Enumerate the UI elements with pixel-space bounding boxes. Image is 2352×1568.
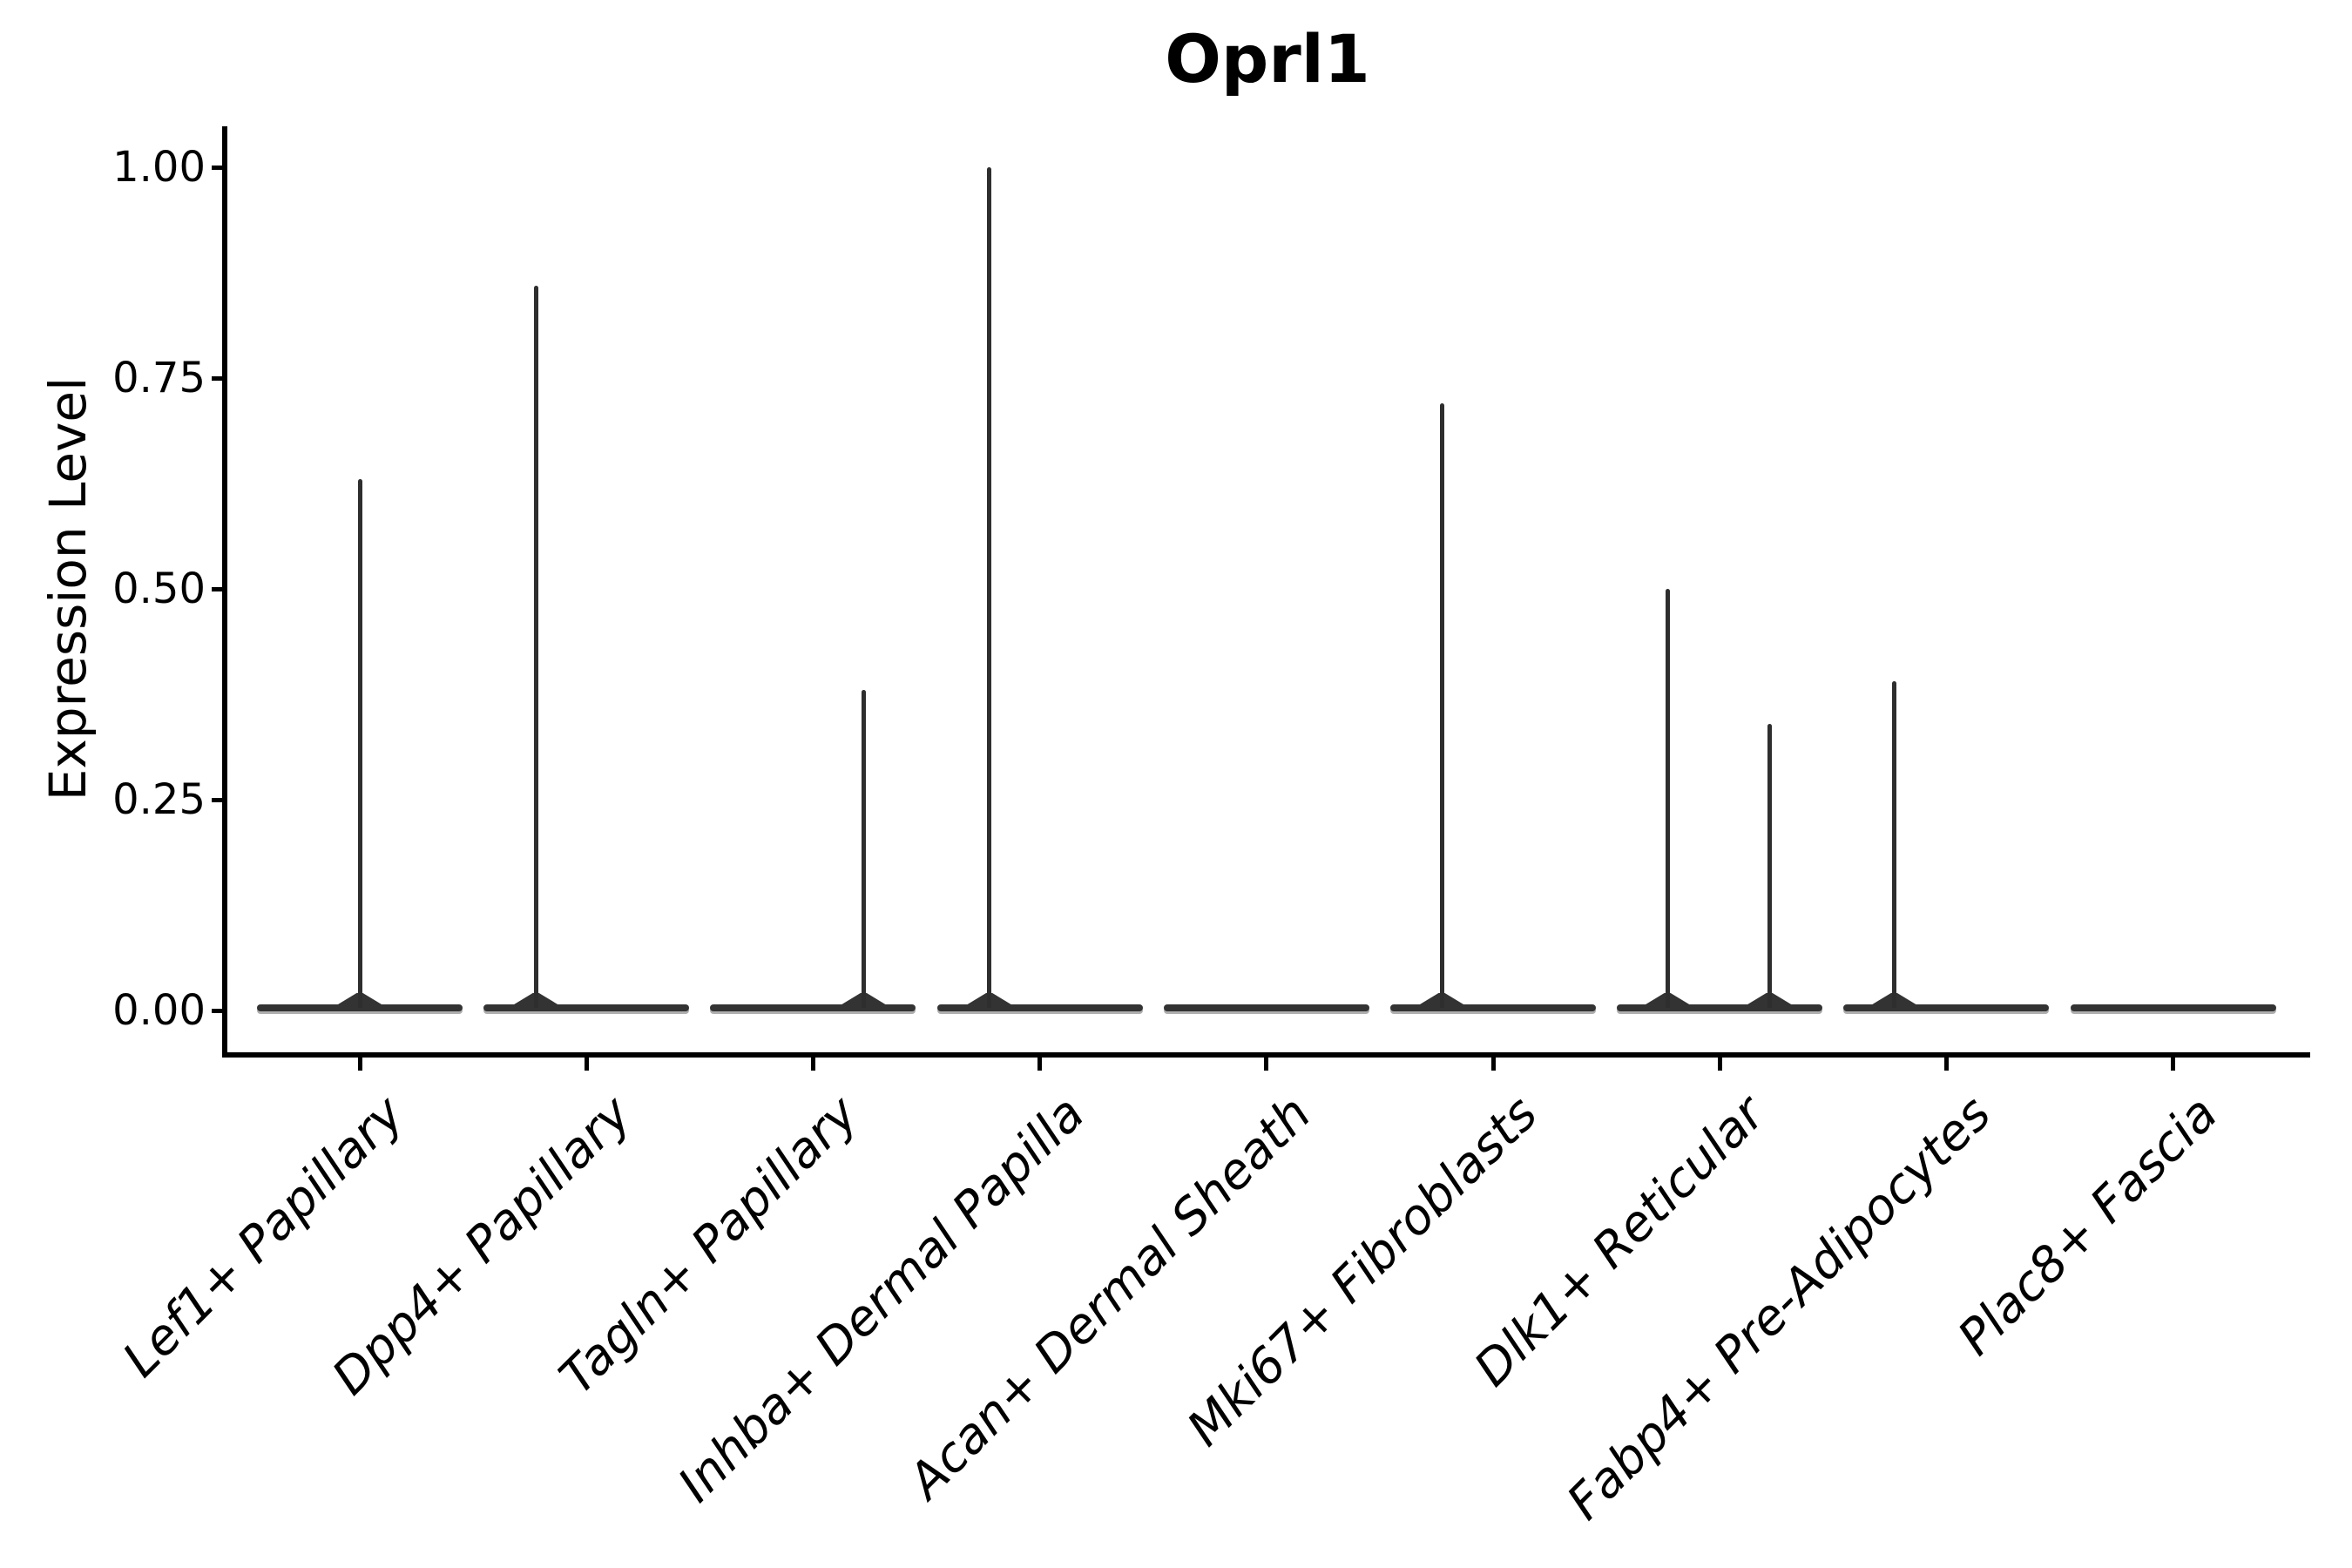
x-tick — [2171, 1058, 2176, 1071]
y-tick-label: 0.50 — [112, 564, 206, 613]
violin-spike — [861, 690, 866, 1008]
y-tick-label: 0.75 — [112, 354, 206, 402]
x-tick — [810, 1058, 815, 1071]
violin-spike — [1665, 589, 1670, 1008]
violin-base — [710, 1004, 916, 1011]
y-tick — [212, 797, 223, 802]
x-tick — [1264, 1058, 1269, 1071]
x-tick — [584, 1058, 589, 1071]
x-tick-label: Inhba+ Dermal Papilla — [667, 1085, 1096, 1514]
violin-spike — [357, 479, 362, 1008]
violin-spike — [533, 285, 538, 1008]
y-axis-line — [222, 126, 227, 1058]
violin-base — [1617, 1004, 1823, 1011]
y-tick — [212, 165, 223, 170]
x-tick-label: Acan+ Dermal Sheath — [897, 1085, 1322, 1510]
y-tick-label: 1.00 — [112, 143, 206, 192]
violin-base — [483, 1004, 690, 1011]
violin-base — [1390, 1004, 1596, 1011]
y-tick — [212, 586, 223, 591]
y-tick — [212, 375, 223, 381]
y-tick — [212, 1008, 223, 1013]
x-tick — [1943, 1058, 1949, 1071]
x-tick — [1717, 1058, 1722, 1071]
x-axis-line — [222, 1052, 2310, 1058]
x-tick — [357, 1058, 362, 1071]
x-tick — [1490, 1058, 1496, 1071]
x-tick-label: Fabp4+ Pre-Adipocytes — [1557, 1085, 2003, 1531]
y-tick-label: 0.25 — [112, 775, 206, 824]
x-tick — [1037, 1058, 1043, 1071]
violin-spike — [987, 167, 992, 1008]
violin-base — [936, 1004, 1143, 1011]
violin-base — [257, 1004, 463, 1011]
violin-spike — [1891, 681, 1896, 1008]
violin-spike — [1439, 403, 1444, 1008]
violin-base — [2070, 1004, 2276, 1011]
violin-spike — [1767, 723, 1772, 1008]
chart-title: Oprl1 — [1165, 20, 1370, 98]
violin-base — [1843, 1004, 2050, 1011]
violin-base — [1163, 1004, 1369, 1011]
y-tick-label: 0.00 — [112, 986, 206, 1035]
